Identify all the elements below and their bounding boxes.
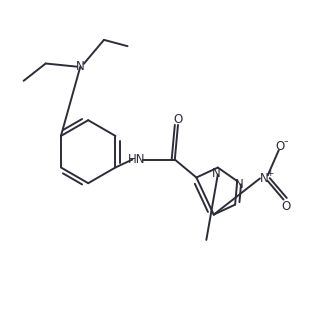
Text: N: N bbox=[76, 60, 85, 73]
Text: N: N bbox=[212, 167, 220, 180]
Text: O: O bbox=[276, 141, 285, 154]
Text: O: O bbox=[173, 113, 183, 126]
Text: +: + bbox=[266, 169, 274, 178]
Text: N: N bbox=[260, 172, 269, 185]
Text: –: – bbox=[284, 137, 288, 146]
Text: O: O bbox=[281, 200, 291, 213]
Text: HN: HN bbox=[128, 153, 146, 166]
Text: N: N bbox=[234, 178, 243, 191]
